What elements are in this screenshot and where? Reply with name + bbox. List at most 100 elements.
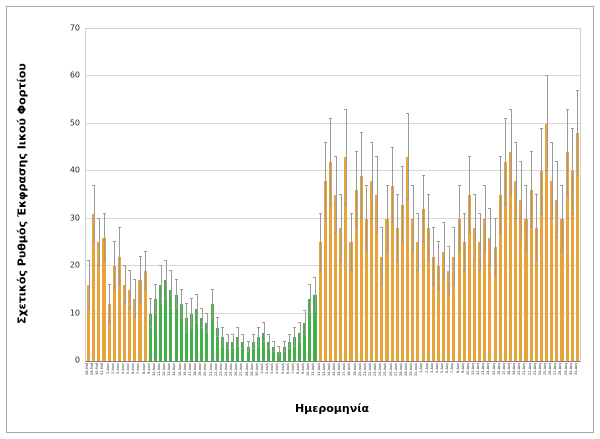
bar xyxy=(323,180,327,361)
error-bar-cap-top xyxy=(292,326,296,328)
error-bar xyxy=(567,109,569,195)
error-bar xyxy=(428,195,430,262)
gridline xyxy=(86,265,580,267)
error-bar-cap-bottom xyxy=(226,348,229,350)
error-bar-cap-top xyxy=(539,127,543,129)
error-bar xyxy=(176,280,178,309)
error-bar xyxy=(268,334,270,350)
error-bar-cap-top xyxy=(195,293,199,295)
error-bar-cap-bottom xyxy=(447,293,451,295)
error-bar-cap-top xyxy=(364,184,368,186)
error-bar-cap-top xyxy=(303,310,307,312)
error-bar xyxy=(242,334,244,350)
x-tick-label: 12-Ιουλ xyxy=(316,363,321,376)
error-bar-cap-bottom xyxy=(174,307,178,309)
error-bar-cap-top xyxy=(215,317,219,319)
error-bar-cap-top xyxy=(262,322,266,324)
error-bar xyxy=(376,157,378,233)
error-bar-cap-top xyxy=(102,212,106,214)
error-bar xyxy=(474,195,476,262)
error-bar-cap-bottom xyxy=(262,341,266,343)
error-bar-cap-top xyxy=(555,160,559,162)
error-bar-cap-bottom xyxy=(462,269,466,271)
bar xyxy=(426,228,430,361)
error-bar-cap-top xyxy=(493,217,497,219)
bar xyxy=(344,157,348,361)
error-bar-cap-bottom xyxy=(339,260,343,262)
error-bar-cap-top xyxy=(524,184,528,186)
error-bar xyxy=(500,157,502,233)
error-bar xyxy=(181,289,183,319)
error-bar xyxy=(536,195,538,262)
error-bar xyxy=(412,185,414,252)
error-bar-cap-top xyxy=(406,113,410,115)
error-bar-cap-top xyxy=(246,341,250,343)
x-tick-label: 31-Αυγ xyxy=(573,363,578,376)
error-bar-cap-top xyxy=(395,194,399,195)
error-bar-cap-bottom xyxy=(277,355,281,357)
bar xyxy=(143,270,147,361)
bar xyxy=(328,161,332,361)
error-bar-cap-bottom xyxy=(205,331,209,333)
error-bar-cap-bottom xyxy=(133,317,137,319)
error-bar xyxy=(145,251,147,290)
error-bar-cap-top xyxy=(334,156,338,158)
error-bar-cap-top xyxy=(447,246,451,248)
error-bar-cap-bottom xyxy=(575,175,579,177)
bar xyxy=(241,342,245,361)
bar xyxy=(380,256,384,361)
y-tick-label: 10 xyxy=(69,308,80,318)
error-bar-cap-bottom xyxy=(267,348,271,350)
error-bar xyxy=(325,142,327,219)
error-bar xyxy=(330,119,332,205)
error-bar-cap-top xyxy=(123,265,127,267)
error-bar-cap-top xyxy=(560,184,564,186)
error-bar-cap-top xyxy=(421,175,425,177)
x-tick-label: 31-Μαΐ xyxy=(100,363,105,376)
error-bar-cap-top xyxy=(473,194,476,195)
error-bar xyxy=(196,294,198,324)
error-bar-cap-bottom xyxy=(473,260,476,262)
error-bar-cap-bottom xyxy=(112,288,116,290)
error-bar-cap-top xyxy=(534,194,538,195)
bar xyxy=(364,218,368,361)
bar xyxy=(488,237,492,361)
bar xyxy=(339,228,343,361)
gridline xyxy=(86,170,580,172)
error-bar-cap-bottom xyxy=(570,212,574,214)
error-bar-cap-bottom xyxy=(107,322,111,324)
error-bar-cap-bottom xyxy=(359,217,363,219)
error-bar-cap-bottom xyxy=(560,250,564,252)
y-tick-label: 40 xyxy=(69,165,80,175)
bar xyxy=(261,332,266,361)
gridline xyxy=(86,75,580,77)
y-axis-title: Σχετικός Ρυθμός Έκφρασης Ιικού Φορτίου xyxy=(15,63,29,325)
error-bar-cap-top xyxy=(488,208,492,210)
x-tick-label: 22-Αυγ xyxy=(527,363,532,376)
error-bar-cap-bottom xyxy=(395,260,399,262)
error-bar-cap-top xyxy=(205,312,209,314)
error-bar xyxy=(155,285,157,314)
bar xyxy=(200,318,204,361)
error-bar xyxy=(392,147,394,224)
error-bar xyxy=(129,270,131,309)
bar xyxy=(251,342,255,361)
error-bar-cap-top xyxy=(256,326,260,328)
error-bar xyxy=(531,152,533,229)
error-bar xyxy=(258,327,260,347)
bar xyxy=(267,342,271,361)
gridline xyxy=(86,217,580,219)
bar xyxy=(318,242,322,361)
error-bar xyxy=(366,185,368,252)
error-bar xyxy=(309,285,311,314)
error-bar xyxy=(371,142,373,219)
error-bar-cap-bottom xyxy=(380,284,384,286)
error-bar-cap-bottom xyxy=(138,303,142,305)
bar xyxy=(395,228,399,361)
bar xyxy=(390,185,394,361)
error-bar-cap-bottom xyxy=(503,203,507,205)
bar xyxy=(519,199,523,361)
x-tick-label: 28-Αυγ xyxy=(558,363,563,376)
bar xyxy=(133,299,137,361)
error-bar-cap-bottom xyxy=(282,350,286,352)
